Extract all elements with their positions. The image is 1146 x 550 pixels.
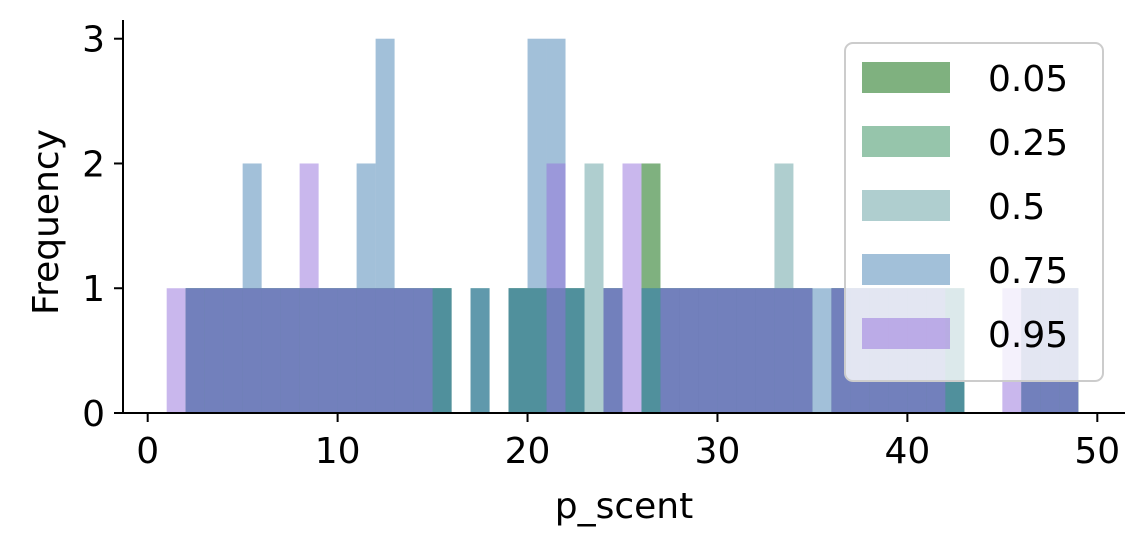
axes: 0 10 20 30 40 50 0 1 2 3 p_scent Frequency: [26, 20, 1125, 527]
y-ticks: 0 1 2 3: [82, 20, 123, 435]
legend-label: 0.5: [988, 187, 1045, 228]
legend-swatch: [862, 126, 950, 157]
x-tick-label: 0: [136, 431, 159, 472]
bar: [280, 288, 300, 413]
bar: [679, 288, 699, 413]
x-tick-label: 30: [695, 431, 741, 472]
x-ticks: 0 10 20 30 40 50: [136, 413, 1120, 472]
legend-swatch: [862, 254, 950, 285]
x-tick-label: 20: [505, 431, 551, 472]
bar: [603, 288, 623, 413]
bar: [508, 288, 528, 413]
y-tick-label: 2: [82, 144, 105, 185]
legend-label: 0.25: [988, 123, 1068, 164]
bar: [185, 288, 205, 413]
bar: [698, 288, 718, 413]
x-tick-label: 50: [1074, 431, 1120, 472]
legend-label: 0.05: [988, 59, 1068, 100]
legend-swatch: [862, 62, 950, 93]
bar: [223, 288, 243, 413]
bar: [394, 288, 414, 413]
bar: [299, 163, 319, 413]
y-tick-label: 1: [82, 269, 105, 310]
bar: [622, 163, 642, 413]
bar: [242, 288, 262, 413]
bar: [432, 288, 452, 413]
bar: [717, 288, 737, 413]
y-tick-label: 3: [82, 20, 105, 61]
x-tick-label: 10: [315, 431, 361, 472]
x-tick-label: 40: [884, 431, 930, 472]
bar: [204, 288, 224, 413]
bar: [413, 288, 433, 413]
y-tick-label: 0: [82, 394, 105, 435]
bar: [755, 288, 775, 413]
y-axis-label: Frequency: [26, 129, 67, 315]
bar: [584, 163, 604, 413]
x-axis-label: p_scent: [555, 486, 693, 527]
bar: [774, 288, 794, 413]
legend-swatch: [862, 190, 950, 221]
bar: [527, 38, 547, 414]
bar: [660, 288, 680, 413]
bar: [641, 288, 661, 413]
bar: [261, 288, 281, 413]
bar: [565, 288, 585, 413]
bar: [318, 288, 338, 413]
bar: [546, 163, 566, 413]
bar: [793, 288, 813, 413]
bar: [337, 288, 357, 413]
bar: [356, 288, 376, 413]
legend-label: 0.75: [988, 251, 1068, 292]
legend-swatch: [862, 318, 950, 349]
bar: [812, 288, 832, 413]
bar: [470, 288, 490, 413]
bar: [736, 288, 756, 413]
bar: [375, 288, 395, 413]
legend-label: 0.95: [988, 315, 1068, 356]
bar: [166, 288, 186, 413]
legend: 0.05 0.25 0.5 0.75 0.95: [844, 42, 1104, 382]
